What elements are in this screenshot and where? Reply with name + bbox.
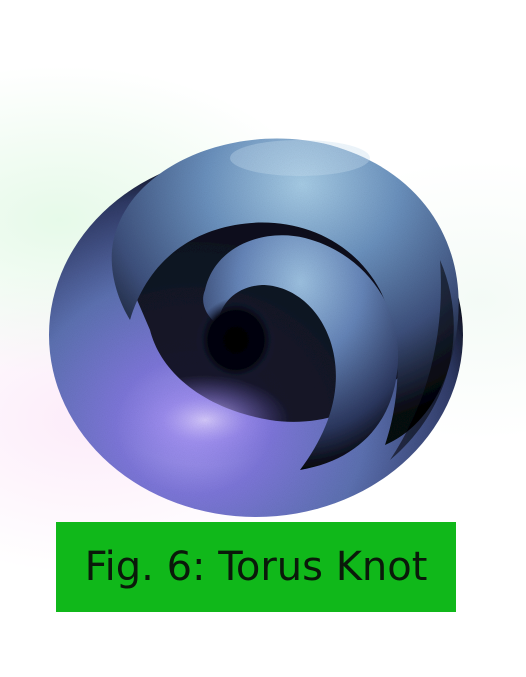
figure-caption-box: Fig. 6: Torus Knot: [56, 522, 456, 612]
figure-caption: Fig. 6: Torus Knot: [84, 544, 428, 590]
